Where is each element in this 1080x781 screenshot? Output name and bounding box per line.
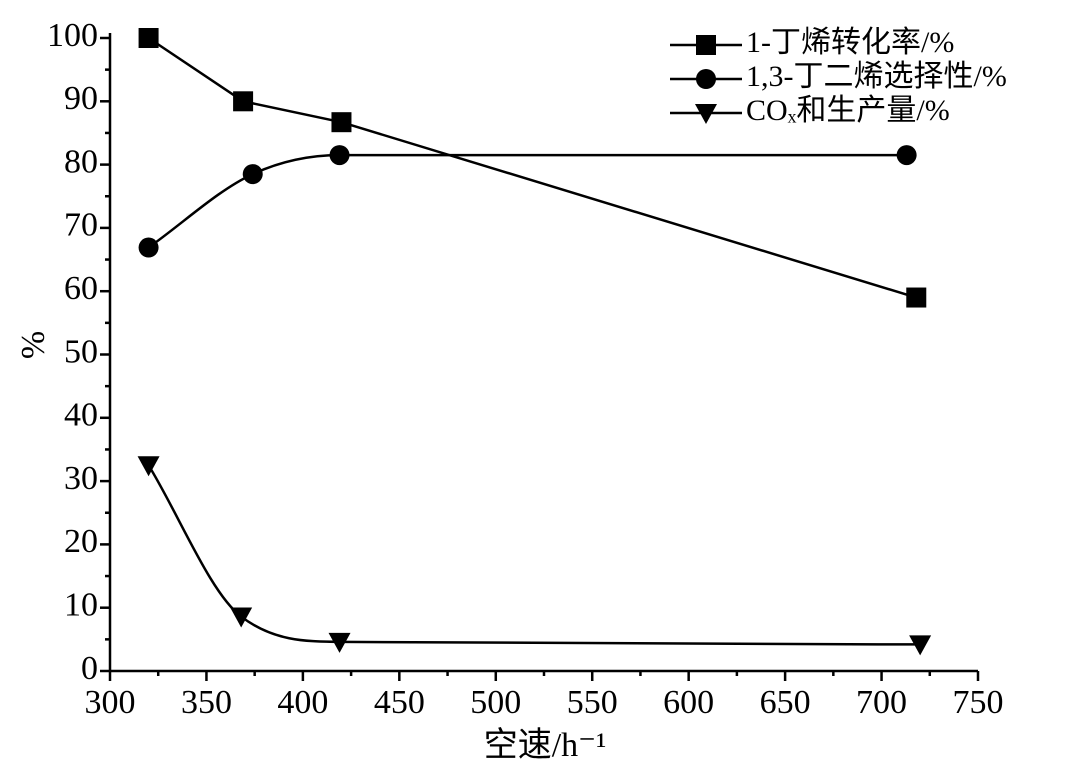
legend-label: 1,3-丁二烯选择性/%: [746, 60, 1007, 93]
marker-triangle: [695, 104, 717, 124]
x-tick-label: 500: [470, 684, 521, 721]
x-tick-label: 550: [567, 684, 618, 721]
y-axis-label: %: [15, 331, 52, 359]
y-tick-label: 30: [64, 460, 98, 497]
y-tick-label: 90: [64, 80, 98, 117]
y-tick-label: 10: [64, 586, 98, 623]
marker-triangle: [230, 607, 253, 628]
y-tick-label: 70: [64, 207, 98, 244]
y-tick-label: 50: [64, 333, 98, 370]
marker-circle: [896, 145, 917, 166]
series-line: [147, 36, 917, 299]
marker-circle: [138, 237, 159, 258]
x-axis-label: 空速/h⁻¹: [484, 726, 607, 764]
y-tick-label: 60: [64, 270, 98, 307]
marker-square: [696, 35, 716, 55]
x-tick-label: 750: [953, 684, 1004, 721]
y-tick-label: 20: [64, 523, 98, 560]
x-tick-label: 350: [181, 684, 232, 721]
x-tick-label: 600: [663, 684, 714, 721]
marker-circle: [696, 69, 716, 89]
marker-square: [906, 287, 927, 308]
marker-circle: [242, 164, 263, 185]
legend-label: COₓ和生产量/%: [746, 94, 950, 127]
series-line: [147, 464, 921, 646]
marker-triangle: [328, 632, 351, 653]
x-tick-label: 300: [85, 684, 136, 721]
x-tick-label: 450: [374, 684, 425, 721]
series-line: [147, 153, 907, 249]
y-tick-label: 0: [81, 650, 98, 687]
y-tick-label: 40: [64, 397, 98, 434]
y-tick-label: 100: [47, 17, 98, 54]
legend-label: 1-丁烯转化率/%: [746, 26, 954, 59]
x-tick-label: 400: [277, 684, 328, 721]
marker-square: [331, 112, 352, 133]
x-tick-label: 700: [856, 684, 907, 721]
y-tick-label: 80: [64, 143, 98, 180]
marker-circle: [329, 145, 350, 166]
marker-triangle: [137, 456, 160, 477]
x-tick-label: 650: [760, 684, 811, 721]
marker-square: [233, 91, 254, 112]
marker-square: [138, 28, 159, 48]
marker-triangle: [909, 635, 932, 656]
